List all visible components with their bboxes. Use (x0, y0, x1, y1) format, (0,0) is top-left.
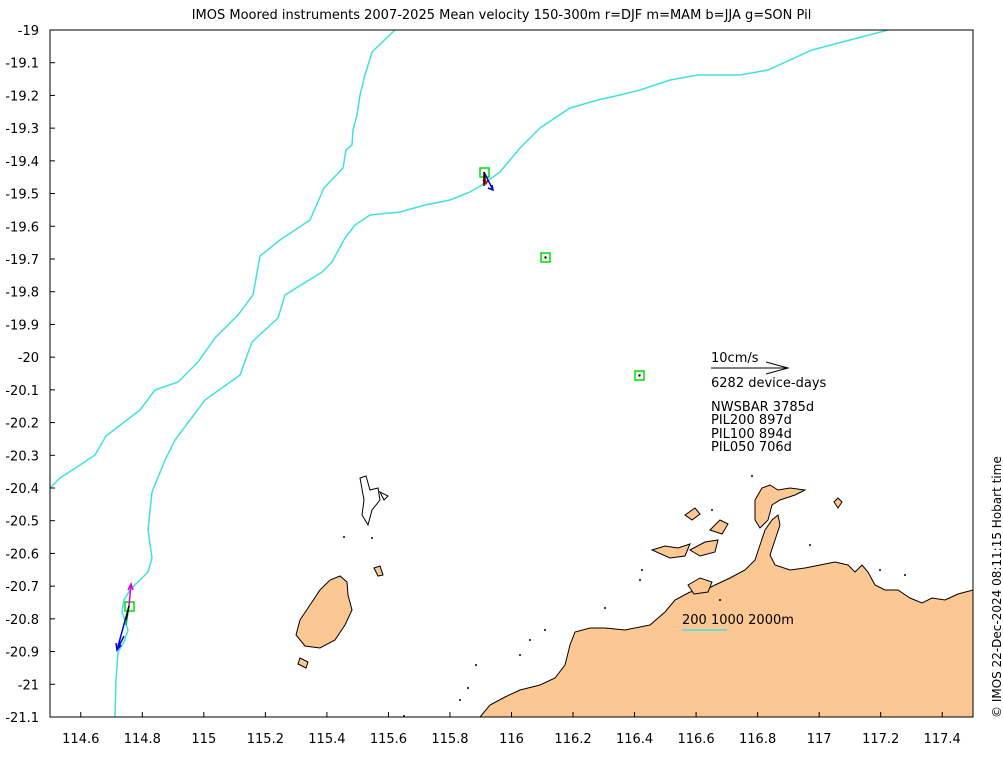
y-tick-label: -20.8 (5, 613, 39, 628)
isobath-legend-label: 200 1000 2000m (682, 613, 794, 628)
montebello-islands (359, 475, 389, 527)
x-tick-label: 114.8 (124, 732, 161, 747)
y-axis: -19 -19.1 -19.2 -19.3 -19.4 -19.5 -19.6 -19.7 -1… (5, 24, 55, 726)
island-small-6 (297, 657, 309, 669)
isobath-1000 (50, 30, 396, 490)
mooring-box-pil200 (540, 252, 551, 263)
credit-text: © IMOS 22-Dec-2024 08:11:15 Hobart time (990, 456, 1003, 718)
y-tick-label: -19.3 (5, 122, 39, 137)
x-tick-label: 117 (807, 732, 832, 747)
station-nwsbar: NWSBAR 3785d (711, 400, 814, 415)
island-small-4 (684, 507, 701, 521)
y-tick-label: -19.6 (5, 220, 39, 235)
station-pil050: PIL050 706d (711, 440, 792, 455)
y-tick-label: -19.4 (5, 155, 39, 170)
x-tick-label: 116 (499, 732, 524, 747)
barrow-island (295, 575, 353, 649)
mooring-dot-pil200 (544, 256, 547, 259)
y-tick-label: -20.5 (5, 515, 39, 530)
scale-label: 10cm/s (711, 351, 759, 366)
island-small-5 (687, 577, 713, 595)
island-small-8 (373, 565, 384, 577)
x-tick-label: 115 (191, 732, 216, 747)
x-tick-label: 115.2 (247, 732, 284, 747)
x-tick-label: 116.8 (739, 732, 776, 747)
x-tick-label: 116.4 (616, 732, 653, 747)
x-tick-label: 116.6 (677, 732, 714, 747)
island-small-1 (650, 543, 691, 559)
y-tick-label: -20.6 (5, 547, 39, 562)
arrow-pil050-djf (125, 605, 130, 621)
island-small-2 (688, 539, 719, 557)
arrow-nwsbar-jja (483, 171, 495, 192)
moorings (124, 167, 645, 612)
station-pil100: PIL100 894d (711, 427, 792, 442)
x-tick-label: 116.2 (554, 732, 591, 747)
legend: 10cm/s 6282 device-days NWSBAR 3785d PIL… (682, 351, 827, 631)
scale-arrow (711, 361, 790, 375)
peninsula (754, 484, 807, 529)
y-tick-label: -19.5 (5, 188, 39, 203)
y-tick-label: -19.8 (5, 286, 39, 301)
x-axis: 114.6 114.8 115 115.2 115.4 115.6 115.8 116 116.… (62, 712, 961, 747)
y-tick-label: -20.7 (5, 580, 39, 595)
y-tick-label: -19.7 (5, 253, 39, 268)
reef-dots (343, 475, 906, 717)
y-tick-label: -19.1 (5, 57, 39, 72)
device-days: 6282 device-days (711, 376, 827, 391)
island-small-3 (709, 519, 729, 535)
mooring-box-pil100 (634, 370, 645, 381)
arrow-pil050-mam (127, 582, 134, 607)
x-tick-label: 115.4 (308, 732, 345, 747)
y-tick-label: -20.2 (5, 417, 39, 432)
x-tick-label: 115.8 (431, 732, 468, 747)
x-tick-label: 117.2 (862, 732, 899, 747)
y-tick-label: -20.1 (5, 384, 39, 399)
y-tick-label: -20.4 (5, 482, 39, 497)
y-tick-label: -20.9 (5, 646, 39, 661)
y-tick-label: -21 (18, 678, 39, 693)
x-tick-label: 115.6 (370, 732, 407, 747)
y-tick-label: -19.9 (5, 318, 39, 333)
mainland-coast (479, 514, 973, 717)
land (295, 475, 973, 717)
mooring-dot-pil100 (638, 374, 641, 377)
y-tick-label: -20.3 (5, 449, 39, 464)
y-tick-label: -21.1 (5, 711, 39, 726)
x-tick-label: 117.4 (924, 732, 961, 747)
y-tick-label: -19.2 (5, 89, 39, 104)
x-tick-label: 114.6 (62, 732, 99, 747)
station-pil200: PIL200 897d (711, 413, 792, 428)
y-tick-label: -20 (18, 351, 39, 366)
y-tick-label: -19 (18, 24, 39, 39)
island-small-7 (833, 497, 843, 509)
velocity-arrows (115, 171, 495, 652)
chart-title: IMOS Moored instruments 2007-2025 Mean v… (191, 8, 812, 23)
